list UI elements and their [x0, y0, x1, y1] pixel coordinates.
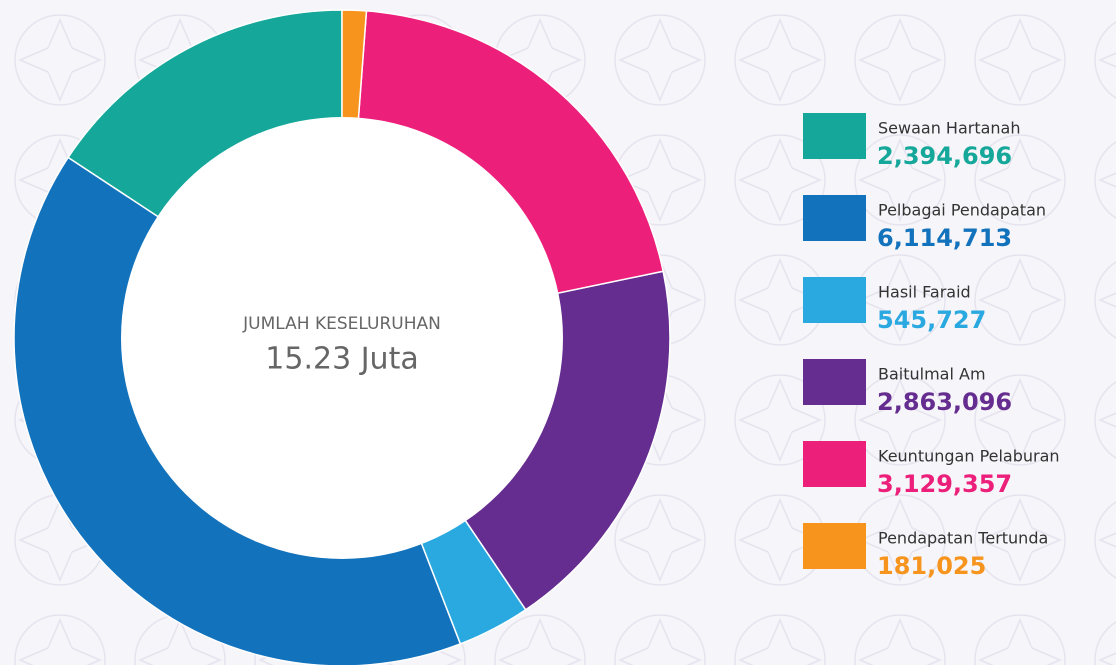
legend-swatch — [803, 113, 866, 159]
legend-label: Sewaan Hartanah — [878, 119, 1021, 138]
legend-swatch — [803, 441, 866, 487]
donut-hole — [121, 117, 563, 559]
legend-swatch — [803, 195, 866, 241]
legend-swatch — [803, 277, 866, 323]
legend-label: Keuntungan Pelaburan — [878, 447, 1060, 466]
legend-value: 3,129,357 — [877, 470, 1012, 498]
legend-value: 2,394,696 — [877, 142, 1012, 170]
center-value: 15.23 Juta — [265, 342, 418, 377]
legend-value: 545,727 — [877, 306, 986, 334]
legend-label: Baitulmal Am — [878, 365, 986, 384]
legend-label: Pendapatan Tertunda — [878, 529, 1048, 548]
legend-value: 2,863,096 — [877, 388, 1012, 416]
legend-value: 6,114,713 — [877, 224, 1012, 252]
legend-swatch — [803, 523, 866, 569]
legend-swatch — [803, 359, 866, 405]
legend-label: Pelbagai Pendapatan — [878, 201, 1046, 220]
legend-value: 181,025 — [877, 552, 986, 580]
legend-label: Hasil Faraid — [878, 283, 971, 302]
center-title: JUMLAH KESELURUHAN — [242, 314, 441, 334]
